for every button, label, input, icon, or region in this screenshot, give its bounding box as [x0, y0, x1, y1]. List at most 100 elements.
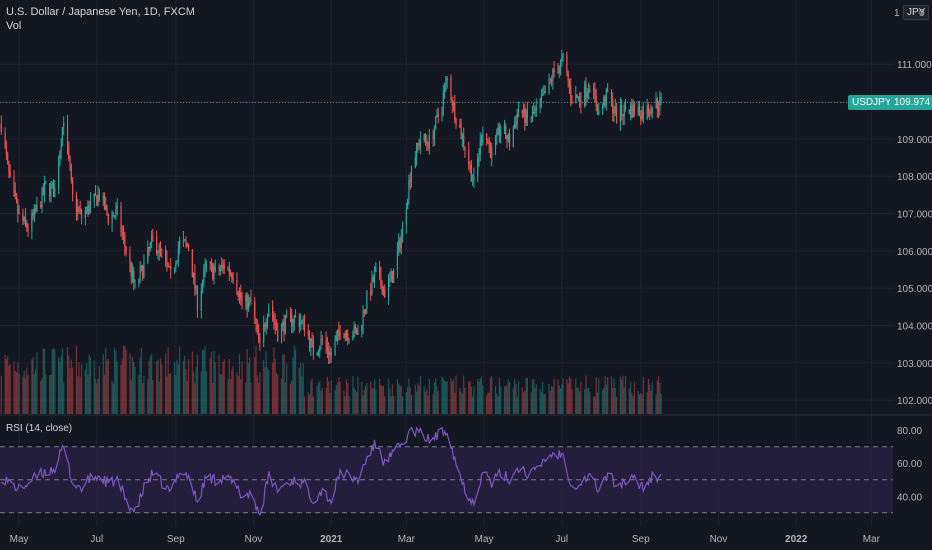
candle-body: [328, 351, 330, 356]
candle-body: [138, 280, 140, 282]
candle-body: [292, 322, 294, 327]
volume-bar: [203, 350, 205, 414]
candle-body: [317, 351, 320, 354]
volume-bar: [284, 382, 286, 414]
volume-bar: [534, 387, 536, 414]
candle-body: [497, 127, 499, 131]
candle-body: [103, 196, 106, 210]
volume-bar: [521, 387, 523, 414]
candle-body: [589, 89, 591, 91]
rsi-tick-label: 80.00: [897, 426, 922, 437]
volume-bar: [418, 385, 420, 414]
volume-bar: [408, 378, 410, 414]
volume-bar: [500, 386, 502, 414]
candle-body: [637, 106, 639, 114]
candle-body: [266, 316, 269, 324]
candle-body: [503, 126, 506, 130]
candle-body: [149, 242, 151, 249]
candle-body: [468, 150, 470, 165]
currency-badge[interactable]: JPY: [903, 5, 930, 20]
candle-body: [120, 205, 122, 233]
volume-bar: [250, 382, 252, 414]
candle-body: [482, 133, 484, 143]
candle-body: [256, 325, 258, 330]
volume-bar: [405, 392, 407, 414]
candle-body: [166, 258, 168, 264]
candle-body: [391, 271, 393, 283]
candle-body: [210, 262, 213, 265]
rsi-axis[interactable]: 40.00 60.00 80.00: [897, 426, 922, 503]
volume-bar: [232, 366, 234, 414]
time-axis[interactable]: May Jul Sep Nov 2021 Mar May Jul Sep Nov 2022 Mar: [10, 534, 881, 545]
candle-body: [131, 270, 134, 278]
candle-body: [259, 339, 261, 342]
volume-bar: [515, 384, 517, 414]
volume-bar: [210, 351, 213, 414]
candle-body: [165, 249, 167, 259]
volume-bar: [450, 378, 452, 414]
volume-bar: [149, 356, 151, 414]
candle-body: [566, 54, 568, 73]
volume-bar: [380, 385, 382, 414]
volume-bar: [221, 374, 223, 414]
volume-bar: [43, 348, 46, 414]
candle-body: [372, 277, 374, 282]
volume-bar: [550, 385, 553, 414]
volume-bar: [289, 383, 292, 414]
candle-body: [80, 210, 83, 219]
candle-body: [283, 322, 285, 334]
candle-body: [232, 277, 234, 281]
candle-body: [615, 106, 618, 123]
candle-body: [152, 235, 154, 237]
scale-mode-button[interactable]: 1: [894, 8, 900, 19]
volume-bar: [246, 349, 248, 414]
volume-bar: [4, 354, 6, 414]
candle-body: [607, 88, 609, 92]
volume-bar: [357, 376, 359, 414]
volume-bar: [184, 355, 186, 414]
candle-body: [300, 322, 302, 327]
volume-bar: [508, 382, 511, 414]
candle-body: [500, 129, 502, 136]
candle-body: [102, 196, 104, 200]
volume-bar: [543, 394, 545, 414]
candle-body: [22, 213, 24, 222]
candle-body: [450, 77, 452, 101]
volume-bar: [428, 378, 430, 414]
volume-bar: [451, 381, 453, 414]
candle-body: [603, 97, 605, 106]
candle-body: [274, 321, 276, 326]
candle-body: [655, 99, 657, 109]
volume-bar: [414, 384, 416, 414]
candle-body: [624, 104, 627, 110]
candle-body: [371, 277, 373, 295]
candle-body: [381, 285, 383, 295]
grid-lines: [0, 0, 932, 526]
volume-bar: [241, 361, 243, 414]
candle-body: [347, 333, 349, 340]
volume-bar: [60, 356, 62, 414]
symbol-price-badge: USDJPY: [848, 94, 896, 110]
candle-body: [106, 205, 108, 214]
volume-bar: [552, 387, 554, 414]
candle-body: [353, 326, 355, 337]
candle-body: [539, 99, 541, 108]
volume-bar: [319, 380, 321, 414]
candle-body: [498, 127, 500, 136]
volume-bar: [294, 349, 297, 414]
candle-body: [428, 135, 430, 149]
volume-bar: [32, 357, 34, 414]
candle-body: [13, 176, 15, 191]
candle-body: [534, 111, 536, 114]
candle-body: [472, 180, 474, 182]
volume-bar: [452, 379, 455, 414]
candle-body: [105, 205, 107, 210]
volume-bar: [561, 384, 563, 414]
volume-bar: [9, 364, 11, 414]
volume-bar: [186, 380, 188, 414]
volume-bar: [7, 356, 9, 414]
candle-body: [139, 268, 141, 281]
volume-bar: [442, 378, 444, 414]
candle-body: [231, 272, 233, 278]
